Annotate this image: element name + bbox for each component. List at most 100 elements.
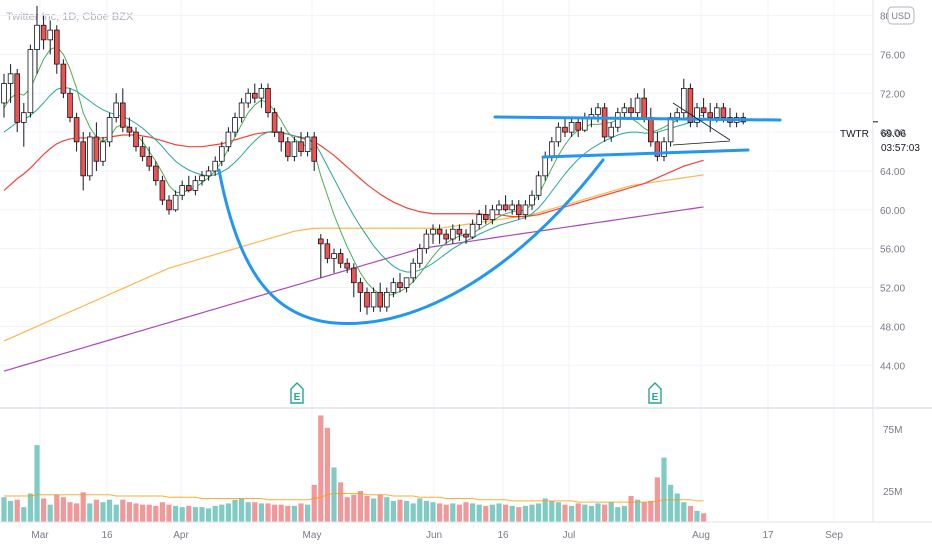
candle — [357, 277, 364, 312]
volume-bar — [298, 503, 304, 522]
volume-bar — [344, 497, 350, 522]
candle — [601, 102, 608, 142]
volume-bar — [258, 503, 264, 522]
volume-tick-label: 25M — [883, 487, 902, 498]
price-axis[interactable]: 80.0076.0072.0068.0064.0060.0056.0052.00… — [880, 12, 905, 373]
candle — [648, 107, 654, 147]
candle — [463, 229, 469, 244]
volume-bar — [595, 503, 601, 522]
volume-bar — [239, 498, 245, 522]
candle — [60, 59, 67, 99]
candle — [654, 132, 661, 162]
ma-20-line — [3, 86, 704, 273]
candle — [568, 117, 575, 137]
volume-bar — [371, 498, 377, 522]
candle — [634, 93, 641, 118]
time-tick-label: Aug — [692, 530, 710, 541]
volume-bar — [338, 482, 344, 522]
volume-bar — [681, 502, 687, 522]
candle — [707, 102, 713, 133]
candle — [284, 136, 291, 162]
candle — [608, 122, 614, 142]
price-tick-label: 76.00 — [880, 50, 905, 61]
candle — [383, 287, 390, 312]
volume-bar — [199, 507, 205, 522]
volume-bar — [542, 498, 548, 522]
candle — [232, 112, 238, 137]
volume-bar — [463, 502, 469, 522]
candle — [456, 224, 463, 241]
volume-bar — [687, 505, 693, 522]
volume-bar — [397, 499, 403, 522]
candle — [40, 15, 47, 50]
candle — [14, 68, 21, 133]
candle — [522, 200, 529, 220]
volume-bar — [529, 504, 535, 522]
volume-bar — [608, 502, 614, 522]
volume-bar — [232, 499, 238, 522]
candle — [416, 243, 423, 269]
volume-bar — [437, 503, 443, 522]
earnings-letter: E — [294, 392, 301, 403]
volume-bar — [443, 504, 449, 522]
candle — [489, 204, 496, 225]
candle — [172, 190, 179, 212]
grid-lines — [0, 0, 873, 522]
candle — [727, 107, 733, 128]
currency-badge[interactable]: USD — [887, 6, 915, 25]
candle — [430, 224, 436, 244]
volume-bar — [93, 499, 99, 522]
earnings-marker-may[interactable]: E — [290, 382, 304, 404]
volume-bar — [470, 503, 476, 522]
volume-bar — [173, 505, 179, 522]
candle — [100, 136, 106, 167]
time-axis[interactable]: Mar 16 Apr May Jun 16 Jul Aug 17 Sep — [31, 530, 843, 541]
volume-bar — [390, 500, 396, 522]
candle — [113, 93, 120, 123]
volume-bar — [212, 505, 218, 522]
ma-100-line — [3, 174, 704, 342]
candle — [469, 219, 476, 239]
candle — [185, 175, 192, 193]
volume-bar — [146, 504, 152, 522]
candle — [291, 136, 298, 162]
time-tick-label: 17 — [762, 530, 774, 541]
candle — [615, 107, 621, 133]
time-tick-label: Apr — [173, 530, 189, 541]
volume-bar — [192, 507, 198, 522]
volume-bar — [140, 504, 146, 522]
volume-bar — [47, 504, 53, 522]
volume-bar — [324, 427, 330, 522]
volume-bar — [404, 500, 410, 522]
candle — [364, 287, 370, 315]
volume-bar — [41, 498, 47, 522]
volume-bar — [272, 504, 278, 522]
volume-bar — [641, 502, 647, 522]
candle — [496, 200, 502, 215]
volume-bar — [417, 498, 423, 522]
candle — [159, 175, 166, 205]
earnings-letter: E — [652, 392, 659, 403]
candle — [317, 234, 324, 278]
volume-bar — [351, 494, 357, 522]
volume-bar — [166, 504, 172, 522]
candle — [390, 277, 397, 298]
candle — [681, 78, 687, 118]
candle — [93, 122, 100, 171]
earnings-marker-jul[interactable]: E — [648, 382, 662, 404]
volume-axis: 75M 25M — [883, 425, 902, 498]
candle — [152, 161, 159, 186]
volume-tick-label: 75M — [883, 425, 902, 436]
volume-bar — [278, 504, 284, 522]
ma-50-line — [3, 131, 704, 218]
candle — [370, 287, 377, 312]
volume-bar — [364, 495, 370, 522]
price-tick-label: 72.00 — [880, 89, 905, 100]
volume-bar — [133, 503, 139, 522]
price-tick-label: 68.00 — [880, 128, 905, 139]
volume-bar — [562, 504, 568, 522]
volume-bar — [489, 504, 495, 522]
candle — [311, 132, 317, 171]
volume-bar — [602, 504, 608, 522]
